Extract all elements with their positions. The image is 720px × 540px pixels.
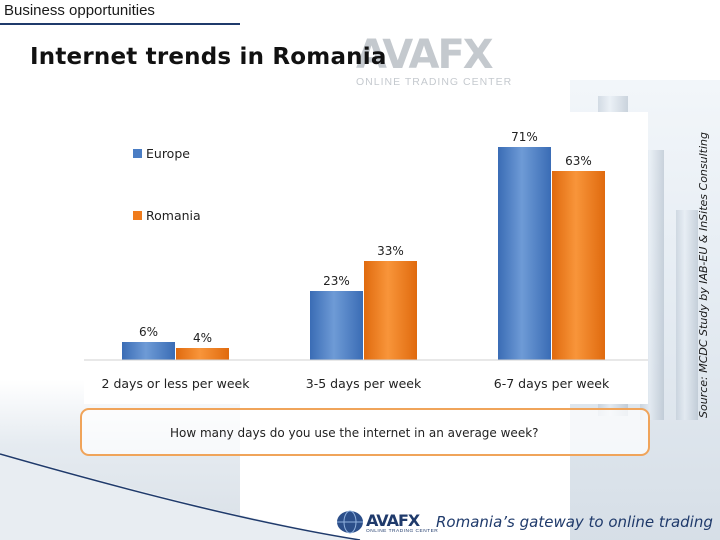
section-label: Business opportunities	[4, 2, 155, 19]
data-label-romania-2: 33%	[377, 244, 404, 258]
footer-swoosh	[0, 452, 361, 540]
logo-watermark: AVAFX ONLINE TRADING CENTER	[356, 32, 511, 92]
x-tick-label: 2 days or less per week	[102, 376, 251, 391]
bar-romania-2	[364, 261, 417, 360]
data-label-europe-3: 71%	[511, 130, 538, 144]
bar-europe-2	[310, 291, 363, 360]
source-note: Source: MCDC Study by IAB-EU & InSites C…	[697, 132, 710, 418]
chart-panel: Europe Romania 6% 4% 23% 33% 71% 63% 2 days or…	[84, 112, 648, 404]
footer-logo-tagline: ONLINE TRADING CENTER	[366, 529, 439, 534]
footer-tagline: Romania’s gateway to online trading	[436, 513, 713, 531]
data-label-romania-1: 4%	[193, 331, 212, 345]
x-tick-label: 6-7 days per week	[494, 376, 610, 391]
bar-chart: Europe Romania 6% 4% 23% 33% 71% 63% 2 days or…	[84, 130, 648, 391]
footer-logo-text: AVAFX	[366, 511, 420, 530]
legend-swatch-romania	[133, 211, 142, 220]
data-label-romania-3: 63%	[565, 154, 592, 168]
bar-europe-3	[498, 147, 551, 360]
data-label-europe-2: 23%	[323, 274, 350, 288]
data-label-europe-1: 6%	[139, 325, 158, 339]
bar-romania-3	[552, 171, 605, 360]
legend-swatch-europe	[133, 149, 142, 158]
x-tick-label: 3-5 days per week	[306, 376, 422, 391]
page-title: Internet trends in Romania	[30, 44, 387, 70]
question-box	[80, 408, 650, 456]
background-tower	[676, 210, 698, 420]
bar-romania-1	[176, 348, 229, 360]
logo-watermark-text: AVAFX	[356, 32, 494, 78]
question-text: How many days do you use the internet in…	[170, 426, 539, 440]
legend-label-romania: Romania	[146, 208, 201, 223]
logo-watermark-tagline: ONLINE TRADING CENTER	[356, 76, 513, 88]
globe-icon	[337, 510, 363, 534]
legend-label-europe: Europe	[146, 146, 190, 161]
section-divider	[0, 23, 240, 25]
bar-europe-1	[122, 342, 175, 360]
footer-logo: AVAFX ONLINE TRADING CENTER	[336, 510, 438, 536]
